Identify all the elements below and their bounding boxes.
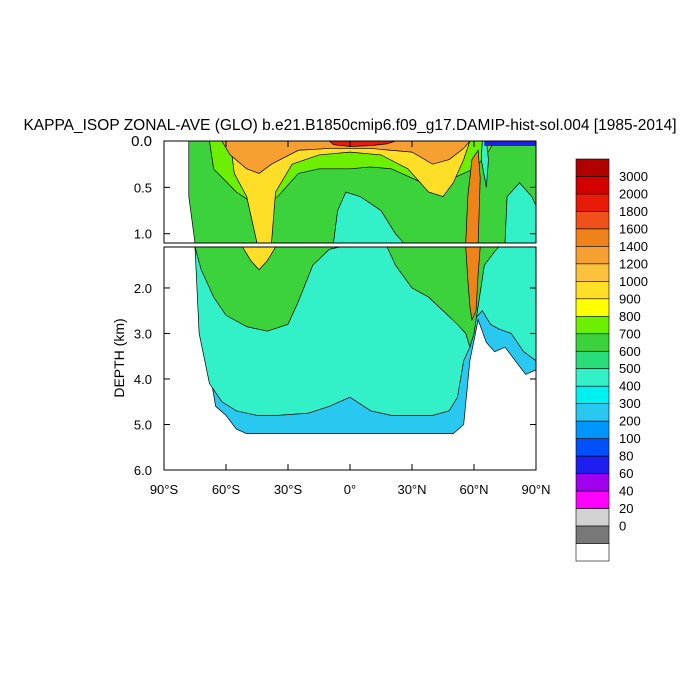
upper-deep-water [333,191,405,243]
colorbar-label: 800 [619,309,641,324]
x-tick-label: 90°S [150,482,179,497]
colorbar-swatch [575,211,610,230]
x-tick-label: 90°N [521,482,550,497]
colorbar-swatch [575,228,610,247]
colorbar-swatch [575,508,610,527]
y-tick-label: 4.0 [134,372,152,387]
axis-tick-labels: 90°S 60°S 30°S 0° 30°N 60°N 90°N 0.0 0.5 1.0 2.0 3.… [131,133,550,497]
subpolar-surface-water [480,141,489,188]
colorbar-swatch [575,333,610,352]
upper-high-region [229,141,471,243]
northern-high-lower [465,247,481,322]
x-tick-label: 30°S [274,482,303,497]
colorbar-swatch [575,246,610,265]
colorbar-label: 3000 [619,169,648,184]
colorbar: 3000200018001600140012001000900800700600… [575,158,648,562]
colorbar-swatch [575,158,610,177]
colorbar-label: 20 [619,501,633,516]
y-axis-title: DEPTH (km) [111,318,127,397]
colorbar-label: 1600 [619,221,648,236]
colorbar-swatch [575,193,610,212]
y-tick-label: 5.0 [134,417,152,432]
colorbar-label: 700 [619,326,641,341]
colorbar-swatch [575,403,610,422]
northern-high-upper [465,149,481,243]
colorbar-label: 0 [619,519,626,534]
colorbar-swatch [575,263,610,282]
colorbar-label: 2000 [619,186,648,201]
upper-arctic-water [504,182,536,243]
y-tick-label: 0.5 [134,180,152,195]
colorbar-label: 900 [619,291,641,306]
colorbar-label: 60 [619,466,633,481]
southern-intermediate-water [194,247,340,332]
colorbar-swatch [575,298,610,317]
colorbar-swatch [575,176,610,195]
colorbar-swatch [575,438,610,457]
upper-panel [163,140,537,244]
colorbar-label: 200 [619,414,641,429]
axis-ticks [163,140,537,471]
colorbar-label: 1400 [619,239,648,254]
colorbar-swatch [575,281,610,300]
y-tick-label: 0.0 [131,133,152,150]
lower-panel [163,246,537,471]
y-tick-label: 1.0 [134,227,152,242]
colorbar-swatch [575,525,610,544]
chart-title: KAPPA_ISOP ZONAL-AVE (GLO) b.e21.B1850cm… [23,117,677,134]
y-tick-label: 2.0 [134,281,152,296]
surface-maximum [328,141,396,147]
colorbar-label: 40 [619,484,633,499]
colorbar-label: 300 [619,396,641,411]
colorbar-label: 1200 [619,256,648,271]
colorbar-swatch [575,316,610,335]
y-tick-label: 6.0 [134,463,152,478]
x-tick-label: 0° [344,482,356,497]
colorbar-label: 80 [619,449,633,464]
southern-high-lower [242,247,277,271]
colorbar-label: 1800 [619,204,648,219]
colorbar-label: 100 [619,431,641,446]
colorbar-swatch [575,473,610,492]
x-tick-label: 30°N [397,482,426,497]
colorbar-swatch [575,350,610,370]
x-tick-label: 60°N [459,482,488,497]
arctic-surface-band [484,141,536,146]
colorbar-swatch [575,455,610,474]
colorbar-label: 1000 [619,274,648,289]
colorbar-label: 500 [619,361,641,376]
colorbar-label: 600 [619,344,641,359]
colorbar-swatch [575,420,610,439]
colorbar-swatch [575,368,610,387]
x-tick-label: 60°S [212,482,241,497]
upper-orange-region [221,141,471,174]
y-tick-label: 3.0 [134,326,152,341]
colorbar-swatch [575,385,610,404]
colorbar-label: 400 [619,379,641,394]
colorbar-swatch [575,490,610,509]
colorbar-swatch [575,543,610,562]
